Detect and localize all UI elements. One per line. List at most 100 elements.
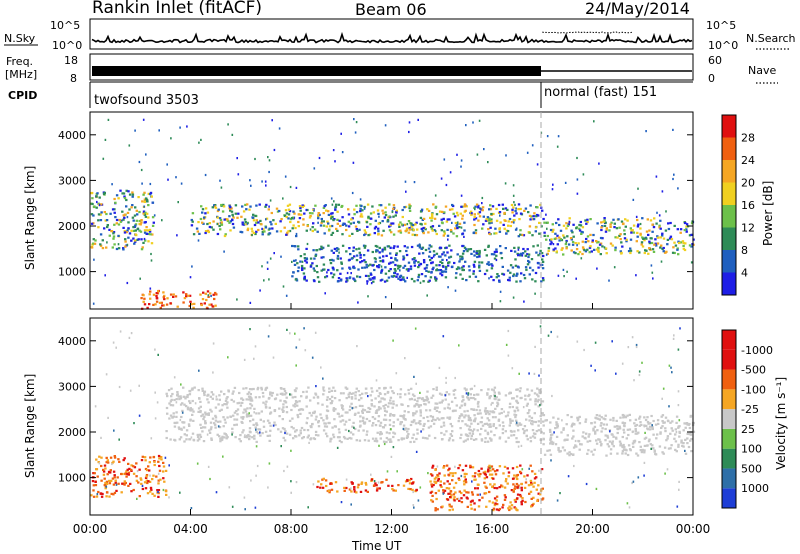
heatmap-cell (130, 490, 133, 493)
heatmap-cell (427, 472, 429, 475)
heatmap-cell (392, 215, 395, 218)
heatmap-cell (138, 219, 141, 223)
heatmap-cell (539, 493, 542, 496)
heatmap-cell (487, 263, 491, 266)
heatmap-cell (399, 423, 402, 426)
heatmap-cell (356, 486, 360, 489)
heatmap-cell (508, 217, 512, 221)
heatmap-cell (402, 256, 406, 260)
heatmap-cell (278, 415, 281, 418)
heatmap-cell (481, 202, 483, 205)
heatmap-cell (459, 212, 462, 215)
heatmap-cell (670, 366, 672, 369)
heatmap-cell (317, 425, 321, 428)
heatmap-cell (149, 490, 152, 493)
heatmap-cell (510, 249, 513, 252)
heatmap-cell (516, 406, 519, 409)
heatmap-cell (200, 138, 202, 141)
heatmap-cell (550, 330, 552, 334)
heatmap-cell (413, 181, 416, 184)
heatmap-cell (473, 478, 476, 481)
heatmap-cell (143, 481, 147, 484)
heatmap-cell (437, 269, 440, 272)
heatmap-cell (257, 221, 260, 224)
heatmap-cell (249, 420, 252, 423)
heatmap-cell (202, 217, 206, 220)
heatmap-cell (370, 404, 374, 407)
heatmap-cell (556, 145, 559, 148)
heatmap-cell (312, 222, 315, 225)
heatmap-cell (96, 200, 98, 204)
heatmap-cell (300, 267, 304, 270)
heatmap-cell (246, 203, 249, 206)
heatmap-cell (344, 420, 348, 423)
heatmap-cell (123, 480, 126, 483)
heatmap-cell (191, 388, 194, 391)
heatmap-cell (633, 422, 636, 425)
heatmap-cell (317, 221, 319, 224)
heatmap-cell (365, 483, 368, 486)
heatmap-cell (97, 490, 100, 494)
heatmap-cell (151, 233, 154, 236)
heatmap-cell (204, 231, 207, 235)
heatmap-cell (341, 419, 344, 422)
heatmap-cell (368, 233, 372, 236)
heatmap-cell (638, 441, 641, 444)
heatmap-cell (502, 503, 505, 506)
heatmap-cell (181, 409, 184, 412)
heatmap-cell (155, 297, 159, 300)
heatmap-cell (359, 256, 362, 259)
heatmap-cell (212, 342, 215, 345)
heatmap-cell (569, 452, 573, 456)
heatmap-cell (592, 453, 595, 456)
heatmap-cell (493, 483, 496, 486)
heatmap-cell (333, 200, 335, 203)
heatmap-cell (158, 301, 162, 304)
heatmap-cell (100, 211, 103, 214)
heatmap-cell (111, 246, 114, 249)
heatmap-cell (422, 416, 425, 420)
heatmap-cell (619, 250, 622, 253)
heatmap-cell (684, 221, 687, 225)
heatmap-cell (436, 417, 439, 420)
heatmap-cell (538, 388, 541, 392)
heatmap-cell (409, 488, 412, 491)
heatmap-cell (586, 452, 589, 455)
heatmap-cell (191, 432, 195, 435)
heatmap-cell (392, 489, 395, 492)
heatmap-cell (426, 415, 429, 419)
heatmap-cell (528, 225, 532, 228)
heatmap-cell (214, 419, 218, 422)
heatmap-cell (365, 417, 369, 421)
heatmap-cell (394, 271, 397, 275)
heatmap-cell (676, 228, 679, 231)
heatmap-cell (373, 276, 376, 279)
heatmap-cell (340, 404, 343, 407)
heatmap-cell (380, 268, 384, 271)
heatmap-cell (103, 484, 106, 487)
heatmap-cell (484, 440, 487, 443)
heatmap-cell (464, 464, 468, 467)
heatmap-cell (426, 208, 429, 211)
heatmap-cell (362, 244, 366, 247)
heatmap-cell (215, 491, 218, 494)
heatmap-cell (504, 247, 507, 250)
heatmap-cell (192, 419, 195, 422)
heatmap-cell (562, 428, 565, 431)
heatmap-cell (431, 500, 434, 503)
heatmap-cell (438, 366, 441, 369)
heatmap-cell (495, 254, 498, 257)
heatmap-cell (134, 224, 137, 227)
heatmap-cell (241, 397, 243, 400)
heatmap-cell (438, 224, 441, 227)
heatmap-cell (130, 332, 133, 335)
heatmap-cell (210, 438, 213, 441)
heatmap-cell (308, 441, 310, 444)
heatmap-cell (430, 213, 434, 216)
heatmap-cell (378, 444, 380, 447)
heatmap-cell (285, 233, 288, 236)
heatmap-cell (295, 232, 298, 236)
heatmap-cell (292, 271, 295, 274)
heatmap-cell (527, 211, 530, 214)
heatmap-cell (461, 232, 465, 235)
